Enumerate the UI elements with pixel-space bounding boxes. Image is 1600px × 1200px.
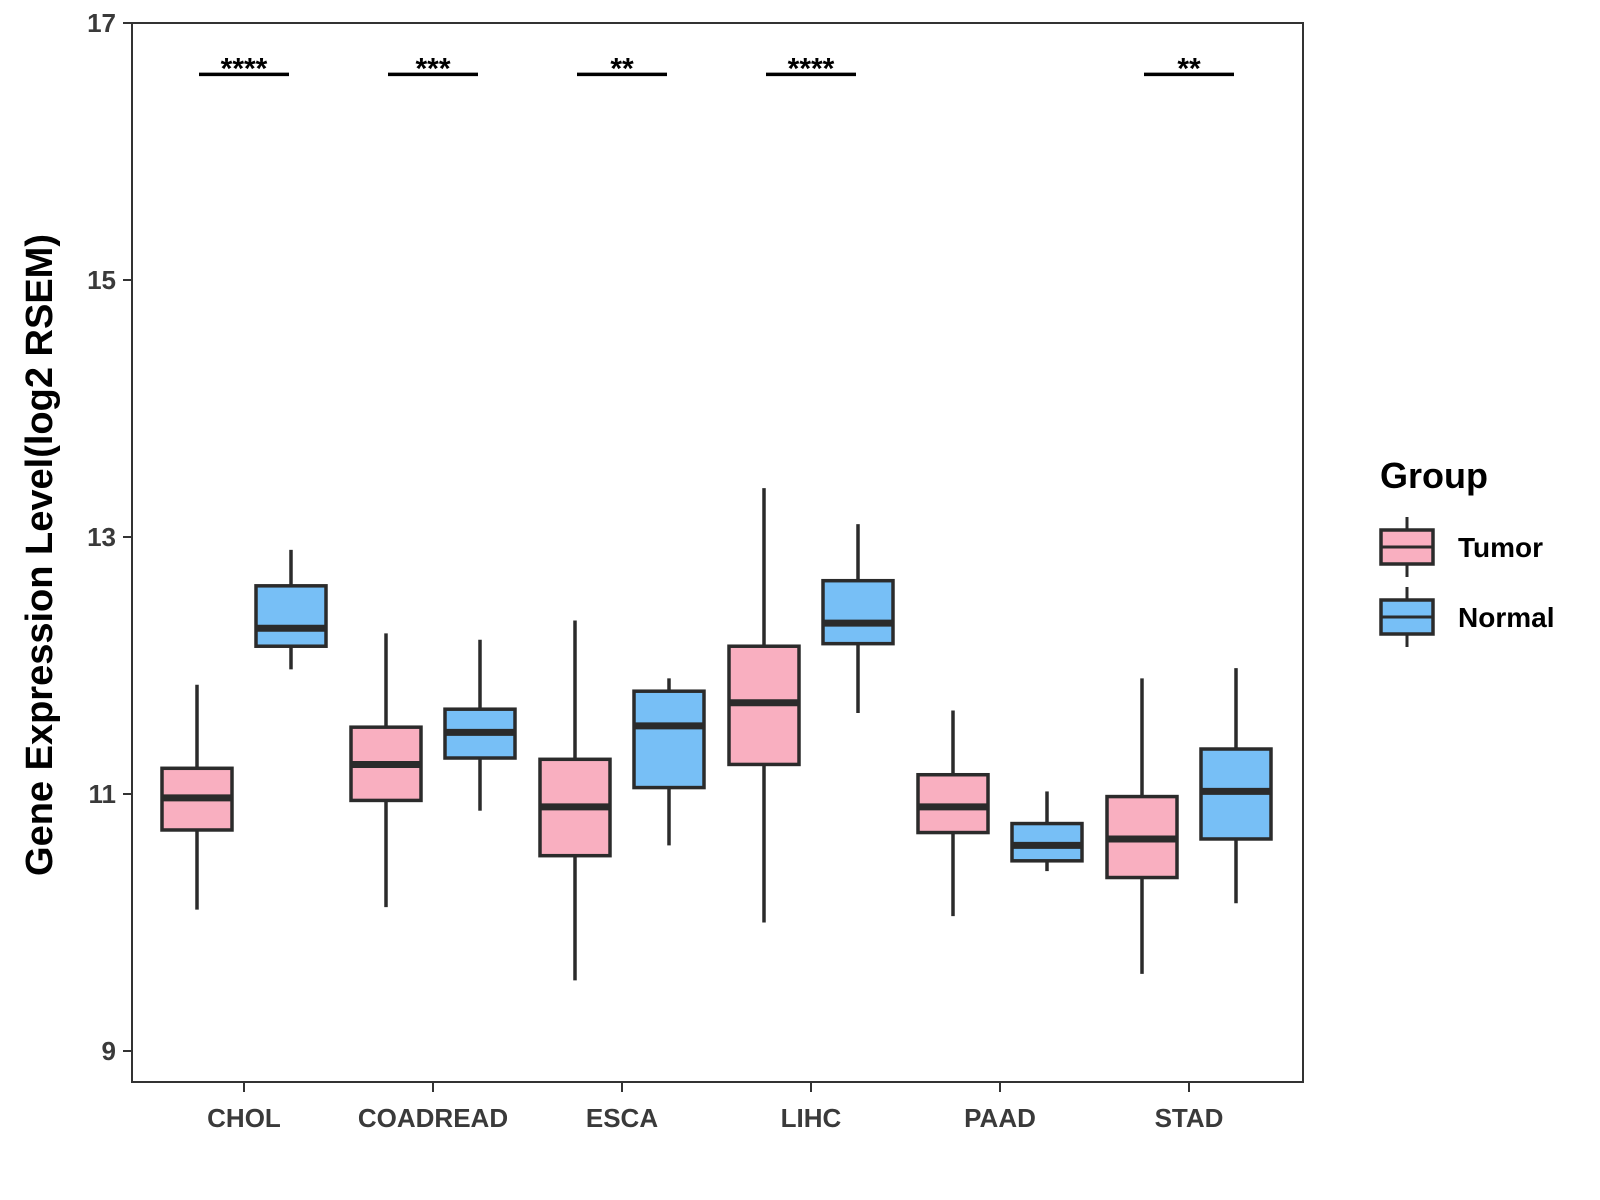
legend: Group Tumor Normal (1379, 455, 1554, 647)
significance-label: ** (1177, 52, 1201, 85)
significance-label: **** (221, 52, 268, 85)
box-tumor-paad (916, 710, 990, 917)
y-tick-label: 15 (87, 265, 116, 295)
x-tick-label: PAAD (964, 1103, 1036, 1133)
x-tick-label: ESCA (586, 1103, 658, 1133)
x-tick-label: COADREAD (358, 1103, 508, 1133)
box-tumor-stad (1105, 678, 1179, 974)
x-tick-label: LIHC (781, 1103, 842, 1133)
box-normal-lihc (821, 524, 895, 714)
box-normal-stad (1199, 668, 1273, 904)
y-axis-title: Gene Expression Level(log2 RSEM) (19, 234, 61, 876)
legend-key-normal (1379, 587, 1435, 647)
box-iqr (821, 578, 895, 646)
box-tumor-esca (538, 620, 612, 981)
plot-panel-border (131, 22, 1304, 1083)
box-tumor-chol (160, 684, 234, 910)
box-tumor-coadread (349, 633, 423, 908)
legend-label-tumor: Tumor (1458, 532, 1543, 563)
box-iqr (254, 584, 328, 648)
box-normal-esca (632, 678, 706, 846)
x-tick-label: STAD (1155, 1103, 1224, 1133)
y-tick-label: 11 (89, 779, 117, 809)
box-normal-paad (1010, 791, 1084, 872)
significance-label: *** (415, 52, 450, 85)
x-tick-label: CHOL (207, 1103, 281, 1133)
y-tick-label: 17 (87, 8, 116, 38)
box-iqr (632, 689, 706, 790)
y-tick-label: 13 (87, 522, 116, 552)
significance-label: ** (610, 52, 634, 85)
box-normal-chol (254, 549, 328, 670)
box-tumor-lihc (727, 488, 801, 923)
legend-key-tumor (1379, 517, 1435, 577)
y-tick-label: 9 (102, 1036, 116, 1066)
legend-label-normal: Normal (1458, 602, 1554, 633)
significance-label: **** (788, 52, 835, 85)
box-normal-coadread (443, 639, 517, 811)
legend-title: Group (1380, 455, 1488, 496)
